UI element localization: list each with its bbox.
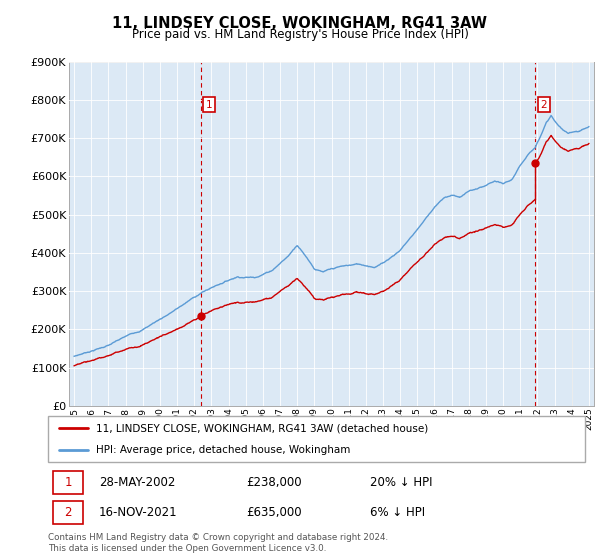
Text: 20% ↓ HPI: 20% ↓ HPI (370, 476, 433, 489)
Text: Contains HM Land Registry data © Crown copyright and database right 2024.
This d: Contains HM Land Registry data © Crown c… (48, 533, 388, 553)
Text: 6% ↓ HPI: 6% ↓ HPI (370, 506, 425, 519)
Text: 16-NOV-2021: 16-NOV-2021 (99, 506, 178, 519)
Bar (572, 62, 594, 406)
Text: 1: 1 (64, 476, 72, 489)
Text: 2: 2 (64, 506, 72, 519)
Text: £635,000: £635,000 (247, 506, 302, 519)
Bar (53, 471, 83, 494)
Text: 1: 1 (206, 100, 212, 110)
Text: £238,000: £238,000 (247, 476, 302, 489)
Text: Price paid vs. HM Land Registry's House Price Index (HPI): Price paid vs. HM Land Registry's House … (131, 28, 469, 41)
Text: 28-MAY-2002: 28-MAY-2002 (99, 476, 175, 489)
Bar (53, 501, 83, 524)
Text: HPI: Average price, detached house, Wokingham: HPI: Average price, detached house, Woki… (97, 445, 351, 455)
Text: 11, LINDSEY CLOSE, WOKINGHAM, RG41 3AW (detached house): 11, LINDSEY CLOSE, WOKINGHAM, RG41 3AW (… (97, 423, 428, 433)
Text: 2: 2 (541, 100, 547, 110)
Text: 11, LINDSEY CLOSE, WOKINGHAM, RG41 3AW: 11, LINDSEY CLOSE, WOKINGHAM, RG41 3AW (113, 16, 487, 31)
